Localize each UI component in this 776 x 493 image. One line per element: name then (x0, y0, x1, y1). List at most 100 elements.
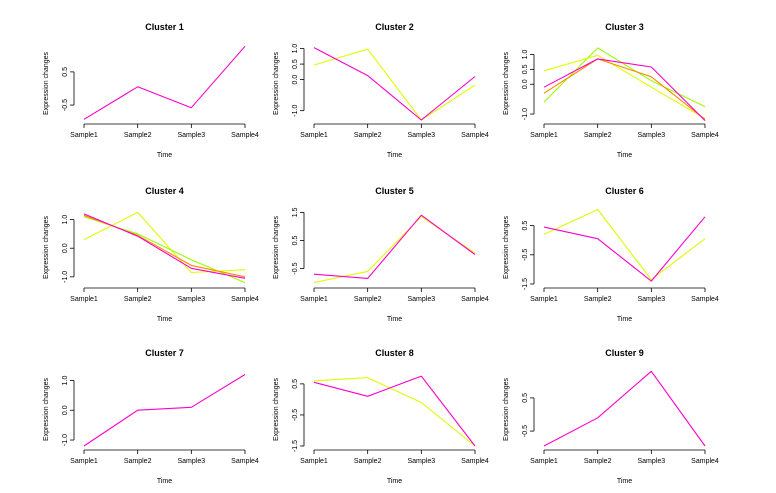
chart-title: Cluster 4 (145, 186, 184, 196)
series-line-1 (83, 45, 246, 120)
y-tick-label: 1.0 (62, 215, 69, 225)
y-axis-label: Expression changes (43, 215, 50, 279)
y-tick-label: -0.5 (292, 409, 299, 421)
x-axis (313, 449, 476, 454)
series-line-1 (313, 48, 476, 121)
x-tick-label: Sample3 (408, 132, 436, 139)
x-tick-label: Sample2 (354, 132, 382, 139)
y-axis (530, 397, 535, 432)
y-tick-label: 0.0 (62, 243, 69, 253)
y-tick-label: -1.0 (62, 271, 69, 283)
x-tick-label: Sample2 (124, 132, 152, 139)
y-tick-label: 0.5 (522, 393, 529, 403)
chart-title: Cluster 2 (375, 22, 414, 32)
series-line-4 (543, 58, 706, 121)
series-line-2 (313, 214, 476, 279)
y-tick-label: 1.5 (292, 207, 299, 217)
y-tick-label: 0.0 (62, 405, 69, 415)
chart-title: Cluster 1 (145, 22, 184, 32)
x-tick-label: Sample1 (530, 132, 558, 139)
y-tick-label: 1.0 (292, 44, 299, 54)
x-tick-label: Sample4 (461, 458, 489, 465)
x-axis (543, 287, 706, 292)
chart-title: Cluster 3 (605, 22, 644, 32)
x-axis-label: Time (157, 152, 172, 159)
chart-title: Cluster 5 (375, 186, 414, 196)
y-tick-label: 1.0 (522, 49, 529, 59)
x-tick-label: Sample3 (638, 296, 666, 303)
x-tick-label: Sample2 (584, 132, 612, 139)
y-tick-label: 0.5 (292, 59, 299, 69)
y-axis-label: Expression changes (503, 51, 510, 115)
x-tick-label: Sample3 (638, 132, 666, 139)
x-tick-label: Sample4 (691, 296, 719, 303)
x-axis-label: Time (387, 478, 402, 485)
x-tick-label: Sample3 (178, 132, 206, 139)
chart-panel-8: Cluster 8 Sample1 Sample2 Sample3 Sample4 Tim… (273, 348, 489, 485)
chart-panel-1: Cluster 1 Sample1 Sample2 Sample3 Sample4 Tim… (43, 22, 259, 159)
y-axis-label: Expression changes (273, 377, 280, 441)
y-axis (300, 383, 305, 447)
x-tick-label: Sample3 (408, 296, 436, 303)
x-tick-label: Sample4 (461, 132, 489, 139)
x-tick-label: Sample2 (354, 458, 382, 465)
x-tick-label: Sample1 (530, 296, 558, 303)
y-tick-label: 0.5 (292, 379, 299, 389)
chart-panel-4: Cluster 4 Sample1 Sample2 Sample3 Sample4 Tim… (43, 186, 259, 323)
x-tick-label: Sample3 (178, 458, 206, 465)
x-tick-label: Sample2 (354, 296, 382, 303)
y-tick-label: 0.5 (522, 64, 529, 74)
y-tick-label: -1.0 (292, 105, 299, 117)
chart-panel-5: Cluster 5 Sample1 Sample2 Sample3 Sample4 Tim… (273, 186, 489, 323)
y-tick-label: -0.5 (292, 262, 299, 274)
series-line-2 (313, 375, 476, 447)
y-axis-label: Expression changes (503, 215, 510, 279)
y-tick-label: -1.0 (62, 434, 69, 446)
x-tick-label: Sample1 (300, 296, 328, 303)
series-line-1 (543, 370, 706, 447)
x-tick-label: Sample4 (231, 132, 259, 139)
x-axis-label: Time (617, 152, 632, 159)
x-tick-label: Sample1 (300, 132, 328, 139)
y-axis-label: Expression changes (503, 377, 510, 441)
x-axis-label: Time (157, 316, 172, 323)
y-tick-label: 0.5 (292, 236, 299, 246)
x-tick-label: Sample4 (691, 132, 719, 139)
series-line-2 (313, 47, 476, 121)
chart-panel-3: Cluster 3 Sample1 Sample2 Sample3 Sample4 Tim… (503, 22, 719, 159)
x-tick-label: Sample2 (584, 296, 612, 303)
series-line-4 (83, 213, 246, 279)
y-tick-label: 0.0 (522, 79, 529, 89)
y-axis (300, 212, 305, 269)
series-line-3 (543, 58, 706, 120)
y-tick-label: 1.0 (62, 375, 69, 385)
series-line-1 (543, 208, 706, 281)
series-line-2 (543, 54, 706, 119)
y-axis (300, 48, 305, 112)
x-axis (83, 449, 246, 454)
x-tick-label: Sample1 (70, 132, 98, 139)
x-tick-label: Sample1 (300, 458, 328, 465)
x-tick-label: Sample2 (124, 458, 152, 465)
y-tick-label: 0.5 (522, 221, 529, 231)
series-line-3 (83, 214, 246, 278)
x-axis (543, 123, 706, 128)
chart-title: Cluster 9 (605, 348, 644, 358)
y-tick-label: -0.5 (522, 425, 529, 437)
x-tick-label: Sample3 (638, 458, 666, 465)
y-axis (70, 71, 75, 106)
x-axis-label: Time (387, 152, 402, 159)
series-line-1 (313, 216, 476, 284)
y-tick-label: -1.5 (292, 440, 299, 452)
y-axis (70, 380, 75, 441)
x-tick-label: Sample1 (70, 296, 98, 303)
x-tick-label: Sample4 (231, 458, 259, 465)
x-tick-label: Sample3 (408, 458, 436, 465)
chart-panel-6: Cluster 6 Sample1 Sample2 Sample3 Sample4 Tim… (503, 186, 719, 323)
series-line-1 (313, 377, 476, 447)
x-axis-label: Time (617, 478, 632, 485)
chart-panel-9: Cluster 9 Sample1 Sample2 Sample3 Sample4 Tim… (503, 348, 719, 485)
y-tick-label: -0.5 (522, 249, 529, 261)
x-axis-label: Time (157, 478, 172, 485)
